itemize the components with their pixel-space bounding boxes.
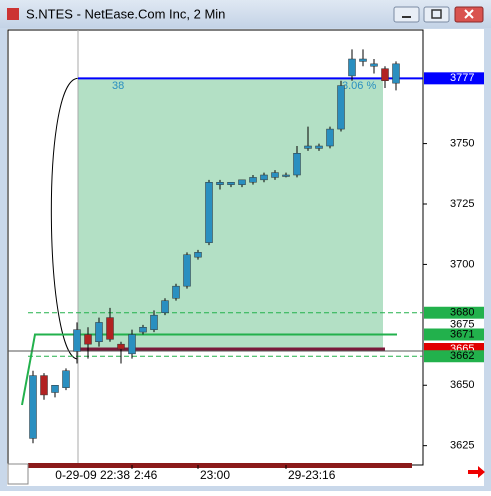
level-label-box: [424, 328, 484, 341]
annotation: 38: [112, 80, 124, 92]
y-tick-label: 3650: [450, 379, 474, 391]
candle-body: [381, 68, 389, 81]
candle-body: [370, 63, 378, 67]
level-label: 3671: [450, 328, 474, 340]
candle-body: [359, 58, 367, 62]
candle-body: [315, 145, 323, 149]
ellipse-arc: [50, 77, 79, 360]
level-label-box: [424, 350, 484, 363]
candle-body: [150, 314, 158, 330]
candle-body: [304, 145, 312, 149]
maximize-icon: [431, 9, 442, 19]
app-icon: [7, 8, 19, 20]
x-tick-label: 0-29-09 22:38: [55, 468, 130, 482]
candle-body: [95, 322, 103, 342]
candle-body: [326, 128, 334, 147]
annotation: 3.06 %: [342, 80, 376, 92]
x-tick-label: 23:00: [200, 468, 230, 482]
candle-body: [238, 179, 246, 185]
shaded-region: [78, 78, 383, 349]
candle-body: [172, 285, 180, 299]
candle-body: [29, 375, 37, 439]
candle-body: [51, 385, 59, 393]
candle-body: [139, 327, 147, 333]
candle-body: [348, 58, 356, 77]
candle-body: [128, 334, 136, 355]
candle-body: [106, 317, 114, 340]
candle-body: [271, 172, 279, 178]
y-tick-label: 3625: [450, 440, 474, 452]
level-label: 3680: [450, 307, 474, 319]
candle-body: [260, 174, 268, 181]
close-icon: [464, 9, 474, 19]
candle-body: [40, 375, 48, 396]
candle-body: [117, 343, 125, 350]
window-title: S.NTES - NetEase.Com Inc, 2 Min: [26, 6, 225, 21]
candle-body: [392, 63, 400, 84]
candle-body: [62, 370, 70, 388]
candle-body: [293, 153, 301, 176]
candle-body: [216, 182, 224, 185]
level-label: 3777: [450, 72, 474, 84]
candle-body: [73, 329, 81, 352]
candle-body: [161, 300, 169, 313]
maximize-button[interactable]: [423, 6, 450, 23]
level-label-box: [424, 72, 484, 85]
corner-box: [7, 463, 29, 485]
candle-body: [337, 85, 345, 130]
time-bar: [28, 463, 412, 468]
y-tick-label: 3700: [450, 258, 474, 270]
x-tick-label: 2:46: [134, 468, 158, 482]
y-tick-label: 3750: [450, 137, 474, 149]
candle-body: [84, 334, 92, 345]
candle-body: [282, 174, 290, 177]
x-tick-label: 29-23:16: [288, 468, 336, 482]
minimize-icon: [402, 16, 411, 18]
scroll-arrow[interactable]: [468, 466, 485, 478]
candle-body: [183, 254, 191, 287]
level-label: 3675: [450, 319, 474, 331]
candle-body: [249, 177, 257, 183]
candle-body: [194, 252, 202, 258]
minimize-button[interactable]: [393, 6, 420, 23]
level-label-box: [424, 306, 484, 319]
level-label: 3662: [450, 350, 474, 362]
candle-body: [205, 182, 213, 243]
y-tick-label: 3725: [450, 198, 474, 210]
level-line: [21, 333, 397, 406]
candle-body: [227, 182, 235, 185]
level-label-box: [424, 318, 484, 331]
